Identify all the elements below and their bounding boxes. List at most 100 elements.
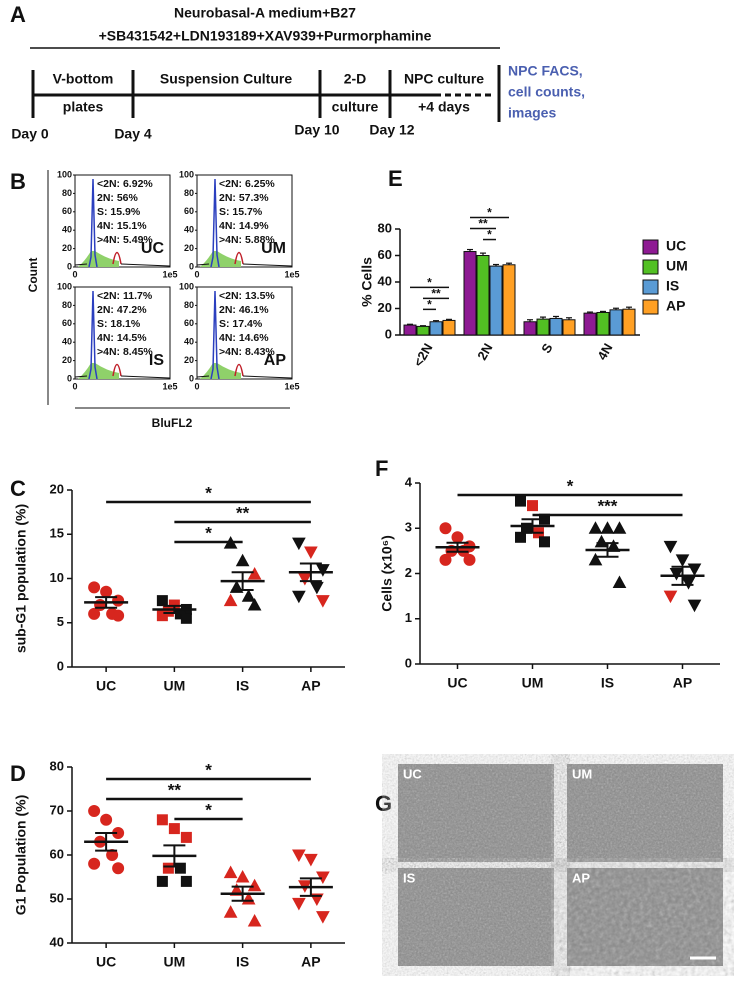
y-tick-label: 4 [405,474,413,489]
point [247,567,262,580]
point [515,531,526,543]
day: Day 4 [114,126,152,142]
stage: NPC culture [404,71,484,87]
y-tick-label: 0 [385,326,392,341]
legend-label: IS [666,278,679,294]
y-axis-label: Count [26,258,40,293]
panel-letter: A [10,2,26,27]
point [606,539,621,552]
readout: cell counts, [508,84,585,100]
point [316,564,330,577]
point [235,869,250,883]
bar [403,324,417,336]
g1-peak [88,178,98,268]
x-axis-label: BluFL2 [152,416,193,430]
y-tick-label: 60 [50,846,64,861]
point [235,553,250,567]
significance-label: * [205,523,212,542]
point [88,607,101,620]
y-axis-label: G1 Population (%) [13,795,29,916]
x-tick-label: UC [447,675,467,691]
trace [74,263,171,267]
g1-area [78,363,119,379]
point [588,521,603,534]
point [527,500,538,512]
point [156,875,168,887]
bar [502,264,516,336]
panel-letter: E [388,166,403,191]
point [247,598,262,611]
x-tick-label: 4N [594,341,615,363]
stat-label: >4N: 8.45% [97,346,153,358]
point [223,905,238,918]
panel-a: A Neurobasal-A medium+B27 +SB431542+LDN1… [10,2,585,142]
y-tick-label: 80 [62,188,72,198]
y-axis-label: sub-G1 population (%) [13,504,29,653]
y-tick-label: 40 [184,337,194,347]
x-tick-label: AP [301,678,320,694]
x-tick-label: <2N [410,341,435,369]
x-tick-label: UC [96,954,116,970]
x-tick-label: 0 [194,381,199,391]
point [88,805,101,817]
point [292,537,306,551]
bar [442,319,456,336]
point [675,554,690,567]
day: Day 10 [294,122,339,138]
point [180,831,192,843]
stat-label: 4N: 15.1% [97,220,147,232]
image-label: UC [403,766,422,781]
significance-label: ** [478,217,488,231]
stat-label: S: 15.9% [97,206,141,218]
significance-label: * [487,206,492,220]
day: Day 12 [369,122,414,138]
point [298,573,312,586]
x-tick-label: 1e5 [284,269,299,279]
legend-label: UC [666,238,686,254]
y-tick-label: 50 [50,890,64,905]
y-tick-label: 0 [67,261,72,271]
g2-peak [112,363,122,377]
y-tick-label: 20 [62,355,72,365]
day: Day 0 [11,126,49,142]
panel-name: IS [149,352,164,369]
point [663,590,678,604]
g1-peak [210,290,220,380]
trace [74,375,171,379]
x-tick-label: 1e5 [284,381,299,391]
bar [476,255,490,336]
point [88,581,101,594]
x-tick-label: UM [163,678,185,694]
stage: V-bottom [53,71,114,87]
panel-letter: D [10,761,26,786]
x-tick-label: UC [96,678,116,694]
significance-label: * [427,276,432,290]
significance-label: * [427,298,432,312]
point [292,590,306,604]
panel-letter: F [375,456,388,481]
significance-label: *** [598,496,618,515]
bar [489,265,503,336]
y-tick-label: 1 [405,610,412,625]
g2-peak [112,251,122,265]
stat-label: >4N: 5.49% [97,234,153,246]
y-tick-label: 60 [62,318,72,328]
stat-label: S: 15.7% [219,206,263,218]
readout: NPC FACS, [508,63,583,79]
y-tick-label: 40 [378,273,392,288]
x-tick-label: 1e5 [162,381,177,391]
point [241,589,256,602]
point [229,883,244,896]
y-tick-label: 80 [50,758,64,773]
point [180,612,192,624]
point [594,534,609,548]
legend-label: UM [666,258,688,274]
significance-label: * [567,476,574,495]
micrograph-texture [398,764,554,862]
panel-name: UM [261,240,286,257]
stat-label: <2N: 6.25% [219,178,275,190]
y-tick-label: 100 [57,169,72,179]
y-tick-label: 100 [57,281,72,291]
